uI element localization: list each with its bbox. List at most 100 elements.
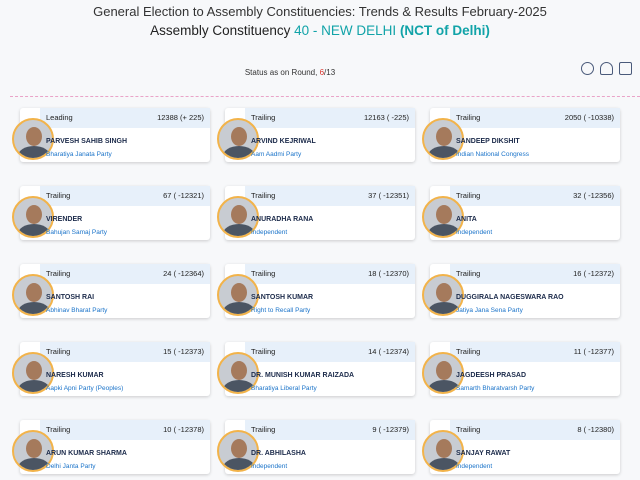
subtitle-prefix: Assembly Constituency (150, 23, 291, 38)
candidate-status: Trailing (46, 347, 71, 356)
candidate-card: Trailing 12163 ( -225) ARVIND KEJRIWAL Aam … (217, 108, 415, 162)
photo-body (428, 146, 460, 158)
candidate-party: Bahujan Samaj Party (46, 229, 108, 236)
candidate-name: NARESH KUMAR (46, 372, 104, 379)
candidate-card: Trailing 14 ( -12374) DR. MUNISH KUMAR RAI… (217, 342, 415, 396)
candidate-name: SANTOSH KUMAR (251, 294, 314, 301)
candidate-card: Trailing 15 ( -12373) NARESH KUMAR Aapki Ap… (12, 342, 210, 396)
refresh-icon[interactable] (581, 62, 594, 75)
candidate-votes: 67 ( -12321) (163, 191, 204, 200)
candidate-name: DR. ABHILASHA (251, 450, 306, 457)
candidate-photo (12, 196, 54, 238)
candidate-party: Aapki Apni Party (Peoples) (46, 385, 124, 392)
photo-body (428, 380, 460, 392)
candidate-card: Trailing 10 ( -12378) ARUN KUMAR SHARMA Del… (12, 420, 210, 474)
card-header (245, 186, 415, 206)
candidate-name: SANTOSH RAI (46, 294, 95, 301)
candidate-status: Trailing (46, 269, 71, 278)
divider (10, 96, 640, 97)
candidate-status: Trailing (251, 269, 276, 278)
candidate-name: ARUN KUMAR SHARMA (46, 450, 127, 457)
candidate-party: Independent (251, 229, 288, 236)
photo-face (436, 439, 452, 458)
candidate-party: Aam Aadmi Party (251, 151, 302, 158)
photo-face (231, 205, 247, 224)
candidate-party: Independent (456, 463, 493, 470)
candidate-status: Trailing (46, 191, 71, 200)
candidate-status: Leading (46, 113, 73, 122)
candidate-votes: 11 ( -12377) (573, 347, 614, 356)
photo-body (223, 380, 255, 392)
card-header (40, 264, 210, 284)
candidate-votes: 12388 (+ 225) (157, 113, 204, 122)
candidate-card: Leading 12388 (+ 225) PARVESH SAHIB SINGH B… (12, 108, 210, 162)
card-header (450, 420, 620, 440)
candidate-party: Delhi Janta Party (46, 463, 96, 470)
candidate-party: Bharatiya Liberal Party (251, 385, 317, 392)
photo-body (428, 224, 460, 236)
photo-face (231, 361, 247, 380)
candidate-name: DUGGIRALA NAGESWARA RAO (456, 294, 564, 301)
candidate-photo (12, 352, 54, 394)
candidate-card: Trailing 16 ( -12372) DUGGIRALA NAGESWARA … (422, 264, 620, 318)
candidate-name: ARVIND KEJRIWAL (251, 138, 316, 145)
photo-face (436, 283, 452, 302)
page-title: General Election to Assembly Constituenc… (93, 4, 547, 19)
candidate-photo (217, 430, 259, 472)
calendar-icon[interactable] (619, 62, 632, 75)
photo-face (231, 439, 247, 458)
photo-face (436, 127, 452, 146)
candidate-votes: 37 ( -12351) (368, 191, 409, 200)
candidate-votes: 18 ( -12370) (368, 269, 409, 278)
photo-body (223, 458, 255, 470)
candidate-votes: 16 ( -12372) (573, 269, 614, 278)
card-header (40, 342, 210, 362)
candidate-party: Independent (456, 229, 493, 236)
candidate-card: Trailing 2050 ( -10338) SANDEEP DIKSHIT Ind… (422, 108, 620, 162)
candidate-icon[interactable] (600, 62, 613, 75)
candidate-status: Trailing (251, 113, 276, 122)
candidate-party: Jatiya Jana Sena Party (456, 307, 523, 314)
candidate-photo (422, 196, 464, 238)
candidate-party: Bharatiya Janata Party (46, 151, 112, 158)
photo-body (18, 458, 50, 470)
photo-body (428, 302, 460, 314)
candidate-photo (217, 118, 259, 160)
candidate-votes: 12163 ( -225) (363, 113, 409, 122)
candidate-name: JAGDEESH PRASAD (456, 372, 527, 379)
card-header (245, 420, 415, 440)
candidate-name: ANITA (456, 216, 477, 223)
photo-body (428, 458, 460, 470)
candidate-votes: 8 ( -12380) (577, 425, 614, 434)
candidate-status: Trailing (46, 425, 71, 434)
candidate-name: DR. MUNISH KUMAR RAIZADA (251, 372, 355, 379)
candidate-card: Trailing 18 ( -12370) SANTOSH KUMAR Right t… (217, 264, 415, 318)
photo-body (223, 224, 255, 236)
card-header (450, 342, 620, 362)
candidate-card: Trailing 8 ( -12380) SANJAY RAWAT Independe… (422, 420, 620, 474)
card-header (245, 342, 415, 362)
card-header (450, 108, 620, 128)
candidate-card: Trailing 67 ( -12321) VIRENDER Bahujan Sama… (12, 186, 210, 240)
photo-face (26, 439, 42, 458)
candidate-votes: 10 ( -12378) (163, 425, 204, 434)
candidate-card: Trailing 11 ( -12377) JAGDEESH PRASAD Samar… (422, 342, 620, 396)
candidate-photo (217, 274, 259, 316)
status: Status as on Round, 6/13 (0, 68, 580, 77)
card-header (450, 264, 620, 284)
photo-body (18, 224, 50, 236)
constituency: 40 - NEW DELHI (294, 23, 397, 38)
photo-face (231, 283, 247, 302)
card-header (450, 186, 620, 206)
photo-face (436, 361, 452, 380)
candidate-photo (217, 352, 259, 394)
candidate-votes: 15 ( -12373) (163, 347, 204, 356)
candidate-photo (422, 352, 464, 394)
photo-face (26, 205, 42, 224)
state: (NCT of Delhi) (399, 23, 490, 38)
candidate-name: ANURADHA RANA (251, 216, 314, 223)
candidate-name: VIRENDER (46, 216, 83, 223)
card-header (40, 420, 210, 440)
card-header (40, 186, 210, 206)
